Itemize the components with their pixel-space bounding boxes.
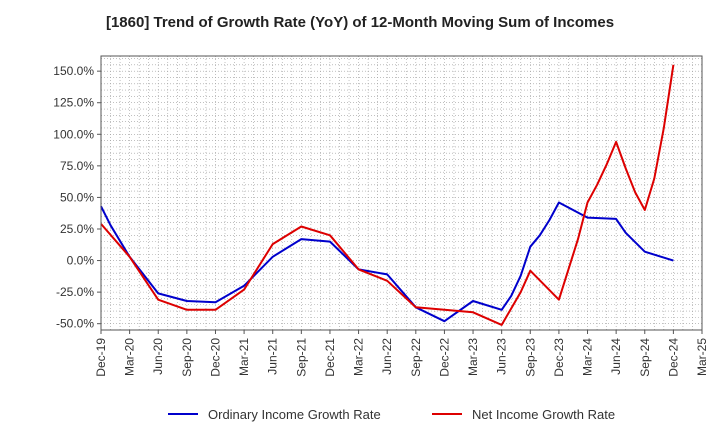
y-tick-label: 25.0%: [60, 222, 94, 236]
x-tick-label: Sep-23: [523, 338, 537, 377]
x-tick-label: Mar-20: [123, 338, 137, 376]
legend-label: Ordinary Income Growth Rate: [208, 407, 381, 422]
y-tick-label: -25.0%: [56, 285, 94, 299]
x-tick-label: Dec-21: [323, 338, 337, 377]
chart-title: [1860] Trend of Growth Rate (YoY) of 12-…: [105, 14, 615, 31]
x-tick-label: Sep-21: [294, 338, 308, 377]
x-tick-label: Dec-23: [552, 338, 566, 377]
series-lines: [100, 64, 675, 326]
x-tick-label: Jun-21: [266, 338, 280, 375]
y-tick-label: 50.0%: [60, 190, 94, 204]
x-tick-label: Dec-22: [437, 338, 451, 377]
x-tick-label: Sep-24: [638, 338, 652, 377]
legend: Ordinary Income Growth Rate Net Income Gr…: [168, 407, 615, 422]
x-tick-label: Jun-23: [495, 338, 509, 375]
x-tick-label: Jun-20: [151, 338, 165, 375]
y-axis-ticks: 150.0% 125.0% 100.0% 75.0% 50.0% 25.0% 0.0% -25…: [53, 64, 101, 331]
x-tick-label: Dec-19: [94, 338, 108, 377]
x-tick-label: Mar-23: [466, 338, 480, 376]
y-tick-label: 150.0%: [53, 64, 94, 78]
x-tick-label: Mar-21: [237, 338, 251, 376]
y-tick-label: 125.0%: [53, 96, 94, 110]
y-tick-label: 100.0%: [53, 127, 94, 141]
x-axis-ticks: Dec-19 Mar-20 Jun-20 Sep-20 Dec-20 Mar-21 Jun-…: [94, 330, 709, 377]
x-tick-label: Mar-25: [695, 338, 709, 376]
x-tick-label: Sep-20: [180, 338, 194, 377]
x-tick-label: Jun-24: [609, 338, 623, 375]
x-tick-label: Sep-22: [409, 338, 423, 377]
legend-label: Net Income Growth Rate: [472, 407, 615, 422]
y-tick-label: 75.0%: [60, 159, 94, 173]
x-tick-label: Dec-20: [208, 338, 222, 377]
x-tick-label: Mar-24: [581, 338, 595, 376]
plot-background: [101, 56, 702, 330]
y-tick-label: 0.0%: [67, 254, 95, 268]
x-tick-label: Mar-22: [352, 338, 366, 376]
x-tick-label: Jun-22: [380, 338, 394, 375]
x-tick-label: Dec-24: [666, 338, 680, 377]
y-tick-label: -50.0%: [56, 317, 94, 331]
series-line-ordinary-income: [100, 201, 674, 323]
series-line-net-income: [100, 64, 675, 326]
plot-frame: [100, 55, 703, 331]
